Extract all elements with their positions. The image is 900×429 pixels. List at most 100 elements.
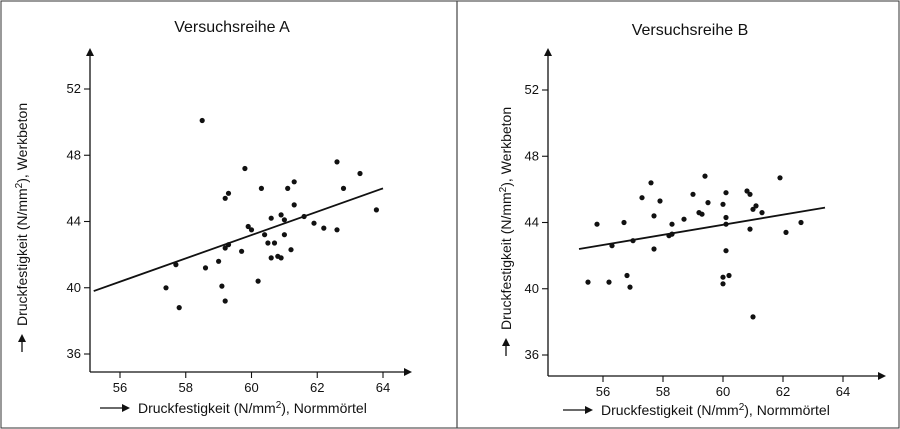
data-point (705, 200, 710, 205)
data-point (177, 305, 182, 310)
axes (86, 48, 412, 376)
data-point (242, 166, 247, 171)
data-point (657, 198, 662, 203)
data-point (720, 275, 725, 280)
data-point (216, 259, 221, 264)
x-tick-label: 62 (776, 384, 790, 399)
x-axis-label-group: Druckfestigkeit (N/mm2), Normmörtel (100, 400, 367, 417)
data-point (585, 280, 590, 285)
data-point (723, 190, 728, 195)
y-label-arrow-head (502, 338, 510, 346)
scatter-points (585, 174, 803, 320)
data-point (223, 298, 228, 303)
data-point (747, 227, 752, 232)
data-point (285, 186, 290, 191)
scatter-points (163, 118, 379, 310)
data-point (648, 180, 653, 185)
data-point (321, 226, 326, 231)
data-point (594, 222, 599, 227)
data-point (269, 255, 274, 260)
data-point (292, 202, 297, 207)
x-ticks: 56 58 60 62 64 (113, 372, 390, 395)
x-label-arrow-head (122, 404, 130, 412)
y-axis-label-group: Druckfestigkeit (N/mm2), Werkbeton (14, 103, 31, 352)
data-point (249, 227, 254, 232)
x-tick-label: 60 (244, 380, 258, 395)
y-tick-label: 52 (525, 82, 539, 97)
y-label-arrow-head (18, 334, 26, 342)
data-point (341, 186, 346, 191)
x-axis-label: Druckfestigkeit (N/mm2), Normmörtel (138, 400, 367, 417)
x-axis-label: Druckfestigkeit (N/mm2), Normmörtel (601, 402, 830, 419)
y-tick-label: 48 (67, 147, 81, 162)
x-axis-arrow (878, 372, 886, 380)
data-point (374, 207, 379, 212)
y-tick-label: 44 (525, 215, 539, 230)
data-point (226, 191, 231, 196)
y-tick-label: 40 (67, 280, 81, 295)
data-point (334, 159, 339, 164)
x-tick-label: 58 (179, 380, 193, 395)
x-tick-label: 60 (716, 384, 730, 399)
y-tick-label: 40 (525, 281, 539, 296)
data-point (219, 284, 224, 289)
y-tick-label: 36 (525, 347, 539, 362)
data-point (759, 210, 764, 215)
chart-title: Versuchsreihe A (174, 19, 290, 36)
data-point (702, 174, 707, 179)
data-point (265, 240, 270, 245)
data-point (259, 186, 264, 191)
x-axis-arrow (404, 368, 412, 376)
data-point (777, 175, 782, 180)
y-axis-arrow (544, 48, 552, 56)
data-point (200, 118, 205, 123)
data-point (272, 240, 277, 245)
y-ticks: 36 40 44 48 52 (525, 82, 548, 362)
data-point (681, 217, 686, 222)
data-point (203, 265, 208, 270)
data-point (723, 215, 728, 220)
data-point (720, 202, 725, 207)
data-point (720, 281, 725, 286)
x-label-arrow-head (585, 406, 593, 414)
data-point (311, 221, 316, 226)
trend-line (94, 188, 383, 291)
data-point (723, 248, 728, 253)
data-point (262, 232, 267, 237)
y-tick-label: 52 (67, 81, 81, 96)
x-ticks: 56 58 60 62 64 (596, 376, 850, 399)
data-point (256, 279, 261, 284)
data-point (223, 196, 228, 201)
data-point (753, 203, 758, 208)
chart-panel-a: Versuchsreihe A 36 40 44 48 52 56 58 60 62 64 Dr… (14, 19, 413, 416)
data-point (669, 222, 674, 227)
data-point (798, 220, 803, 225)
y-ticks: 36 40 44 48 52 (67, 81, 90, 361)
data-point (239, 249, 244, 254)
x-tick-label: 56 (596, 384, 610, 399)
data-point (624, 273, 629, 278)
data-point (750, 314, 755, 319)
y-axis-label: Druckfestigkeit (N/mm2), Werkbeton (14, 103, 31, 326)
data-point (279, 212, 284, 217)
data-point (627, 285, 632, 290)
y-tick-label: 48 (525, 148, 539, 163)
data-point (282, 217, 287, 222)
data-point (690, 192, 695, 197)
x-tick-label: 58 (656, 384, 670, 399)
x-tick-label: 64 (376, 380, 390, 395)
data-point (279, 255, 284, 260)
data-point (747, 192, 752, 197)
data-point (726, 273, 731, 278)
x-tick-label: 64 (836, 384, 850, 399)
data-point (163, 285, 168, 290)
data-point (282, 232, 287, 237)
y-axis-label-group: Druckfestigkeit (N/mm2), Werkbeton (498, 107, 515, 356)
data-point (639, 195, 644, 200)
data-point (606, 280, 611, 285)
chart-title: Versuchsreihe B (632, 22, 749, 39)
data-point (269, 216, 274, 221)
x-tick-label: 62 (310, 380, 324, 395)
